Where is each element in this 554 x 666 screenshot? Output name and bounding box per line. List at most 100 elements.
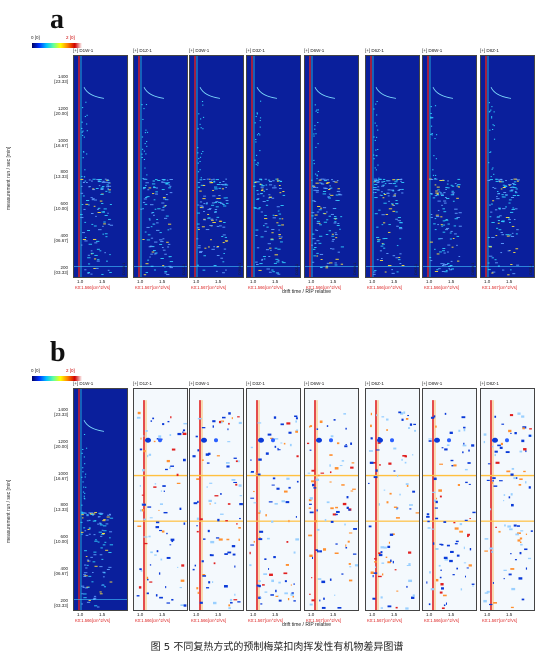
signal-mark	[258, 580, 261, 583]
signal-mark	[148, 246, 152, 248]
signal-mark	[176, 473, 179, 477]
signal-mark	[155, 594, 158, 597]
signal-mark	[166, 179, 169, 181]
signal-mark	[203, 179, 206, 180]
signal-mark	[440, 224, 443, 226]
signal-mark	[432, 197, 436, 199]
k0-label: K0:1.566[cm^2/Vs]	[248, 285, 284, 290]
signal-mark	[108, 189, 111, 191]
signal-mark	[202, 575, 207, 577]
signal-mark	[259, 100, 262, 102]
signal-mark	[274, 445, 277, 448]
signal-mark	[442, 179, 445, 181]
signal-mark	[141, 136, 144, 138]
signal-mark	[508, 217, 511, 219]
signal-mark	[271, 229, 275, 231]
signal-mark	[389, 492, 392, 495]
signal-mark	[525, 481, 527, 484]
signal-mark	[316, 255, 319, 257]
signal-mark	[97, 523, 100, 525]
horizontal-band	[423, 474, 476, 477]
colorbar-b	[32, 376, 82, 381]
signal-mark	[259, 120, 261, 122]
signal-mark	[91, 513, 96, 515]
signal-mark	[91, 223, 94, 225]
signal-mark	[95, 215, 97, 217]
signal-mark	[411, 454, 414, 456]
signal-mark	[154, 179, 158, 181]
signal-mark	[503, 494, 506, 496]
sample-title: [+] D1W-1	[73, 381, 94, 386]
signal-mark	[99, 200, 103, 202]
signal-mark	[166, 274, 170, 276]
signal-mark	[85, 101, 87, 103]
signal-mark	[102, 533, 105, 535]
signal-mark	[92, 178, 96, 180]
signal-mark	[313, 255, 316, 257]
sample-side-label: D1Z-1	[181, 263, 186, 275]
signal-mark	[193, 502, 198, 505]
signal-mark	[155, 187, 159, 189]
signal-mark	[162, 238, 165, 240]
signal-mark	[434, 507, 438, 509]
signal-mark	[379, 178, 382, 180]
signal-mark	[107, 182, 111, 184]
signal-mark	[167, 420, 170, 423]
signal-mark	[439, 180, 443, 181]
signal-mark	[395, 218, 398, 220]
signal-mark	[462, 451, 464, 454]
signal-mark	[320, 178, 324, 180]
signal-mark	[330, 213, 334, 215]
signal-mark	[91, 581, 94, 583]
signal-mark	[108, 513, 111, 515]
signal-mark	[100, 547, 103, 549]
k0-label: K0:1.566[cm^2/Vs]	[75, 618, 111, 623]
signal-mark	[398, 257, 401, 258]
signal-mark	[318, 179, 322, 181]
signal-mark	[307, 472, 311, 474]
sample-title: [+] D8Z-1	[480, 381, 499, 386]
y-axis-title-b: measurement run / sec [min]	[6, 479, 12, 543]
signal-mark	[92, 572, 94, 573]
signal-mark	[316, 175, 318, 177]
signal-mark	[375, 169, 377, 171]
signal-mark	[238, 421, 242, 425]
signal-mark	[402, 454, 407, 457]
y-tick-minutes: [16.67]	[54, 142, 68, 148]
signal-mark	[88, 560, 91, 562]
signal-mark	[99, 513, 103, 515]
signal-mark	[443, 202, 447, 204]
signal-mark	[180, 579, 185, 582]
signal-mark	[101, 532, 106, 534]
signal-mark	[440, 216, 443, 218]
signal-mark	[333, 222, 337, 224]
signal-mark	[329, 438, 333, 443]
signal-mark	[463, 442, 465, 445]
signal-mark	[445, 188, 447, 190]
signal-mark	[498, 208, 501, 210]
signal-mark	[493, 173, 495, 175]
signal-mark	[324, 188, 328, 189]
signal-mark	[84, 116, 86, 118]
signal-mark	[376, 414, 378, 417]
signal-mark	[250, 446, 253, 449]
signal-mark	[258, 269, 262, 271]
signal-mark	[295, 430, 299, 433]
signal-mark	[434, 248, 436, 250]
signal-mark	[329, 185, 331, 187]
signal-mark	[501, 220, 505, 222]
signal-mark	[284, 580, 287, 583]
signal-mark	[180, 604, 184, 607]
k0-label: K0:1.566[cm^2/Vs]	[306, 285, 342, 290]
signal-mark	[81, 533, 83, 535]
signal-mark	[315, 133, 317, 135]
signal-mark	[435, 500, 438, 504]
x-tick-label: 1.0	[369, 612, 376, 617]
signal-mark	[501, 181, 504, 183]
signal-mark	[88, 204, 90, 206]
signal-mark	[98, 531, 102, 533]
signal-mark	[387, 231, 391, 233]
signal-mark	[104, 233, 108, 235]
signal-mark	[94, 605, 98, 607]
signal-mark	[391, 269, 394, 271]
